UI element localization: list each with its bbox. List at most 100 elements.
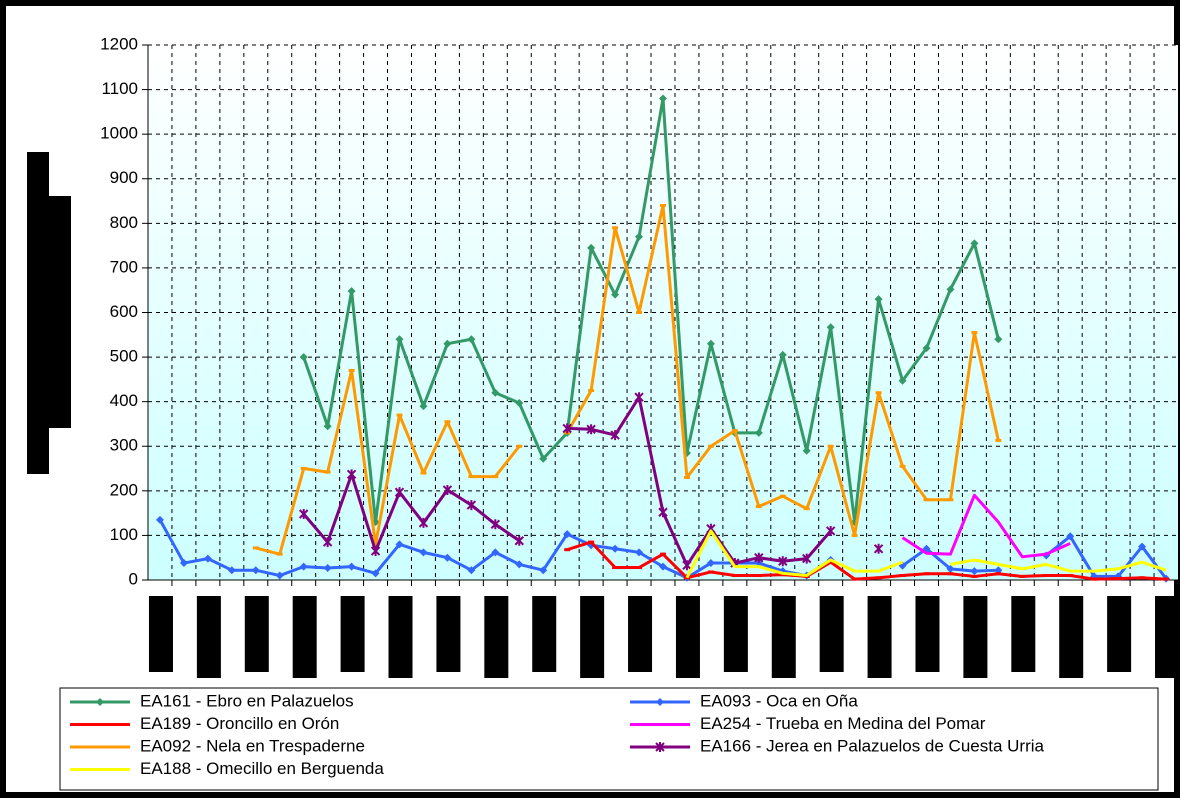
marker	[851, 577, 858, 581]
marker	[731, 574, 738, 578]
marker	[442, 484, 453, 495]
marker	[755, 574, 762, 578]
redacted-label	[1059, 596, 1084, 678]
redacted-label	[196, 596, 221, 678]
marker	[947, 572, 954, 576]
marker	[395, 335, 404, 344]
marker	[946, 564, 955, 573]
marker	[1163, 577, 1170, 581]
marker	[300, 467, 307, 471]
marker	[660, 204, 666, 207]
marker	[994, 566, 1003, 575]
marker	[418, 517, 429, 528]
marker	[97, 723, 103, 726]
marker	[155, 515, 164, 524]
legend-label: EA189 - Oroncillo en Orón	[140, 714, 339, 733]
redacted-label	[244, 596, 269, 672]
marker	[1115, 577, 1122, 581]
redacted-label	[1155, 596, 1180, 678]
redacted-label	[1107, 596, 1132, 672]
marker	[612, 226, 619, 230]
marker	[516, 444, 523, 448]
marker	[659, 562, 667, 571]
y-tick-label: 600	[110, 302, 138, 321]
marker	[347, 562, 356, 571]
marker	[370, 546, 381, 557]
marker	[395, 540, 404, 549]
marker	[971, 574, 978, 578]
marker	[946, 285, 955, 294]
marker	[778, 556, 788, 567]
marker	[227, 566, 236, 575]
marker	[1091, 577, 1098, 581]
marker	[635, 548, 644, 557]
redacted-label	[580, 596, 605, 678]
marker	[826, 323, 835, 332]
marker	[1067, 574, 1074, 578]
marker	[588, 540, 595, 544]
marker	[802, 446, 811, 455]
marker	[466, 500, 477, 511]
marker	[706, 339, 715, 348]
marker	[899, 574, 906, 578]
marker	[251, 566, 260, 575]
redacted-label	[1011, 596, 1036, 672]
marker	[611, 544, 620, 553]
marker	[491, 388, 500, 397]
marker	[682, 560, 692, 571]
redacted-label	[388, 596, 413, 678]
legend-label: EA093 - Oca en Oña	[700, 691, 858, 710]
marker	[779, 494, 786, 498]
marker	[898, 376, 907, 385]
marker	[683, 475, 690, 479]
legend-label: EA161 - Ebro en Palazuelos	[140, 691, 354, 710]
marker	[444, 420, 451, 424]
marker	[659, 94, 667, 103]
marker	[875, 391, 882, 395]
redacted-label	[436, 596, 461, 672]
marker	[323, 563, 332, 572]
marker	[923, 498, 930, 502]
marker	[322, 537, 333, 548]
marker	[420, 471, 427, 475]
marker	[394, 487, 405, 498]
redacted-label	[963, 596, 988, 678]
marker	[443, 339, 452, 348]
marker	[1138, 542, 1147, 551]
marker	[1139, 576, 1146, 580]
marker	[658, 507, 668, 518]
marker	[754, 428, 763, 437]
marker	[873, 543, 884, 554]
marker	[1019, 574, 1026, 578]
marker	[515, 560, 524, 569]
marker	[875, 576, 882, 580]
redacted	[49, 196, 71, 428]
marker	[754, 552, 764, 563]
redacted-label	[292, 596, 317, 678]
series-line	[901, 493, 1071, 559]
marker	[634, 392, 644, 403]
y-tick-label: 1200	[100, 34, 138, 53]
marker	[707, 570, 714, 574]
marker	[515, 399, 524, 408]
marker	[324, 470, 331, 474]
y-tick-label: 800	[110, 213, 138, 232]
marker	[923, 572, 930, 576]
marker	[922, 344, 931, 353]
legend-label: EA254 - Trueba en Medina del Pomar	[700, 714, 986, 733]
marker	[491, 548, 500, 557]
marker	[971, 331, 978, 335]
marker	[827, 444, 834, 448]
marker	[372, 542, 379, 546]
legend-label: EA166 - Jerea en Palazuelos de Cuesta Ur…	[700, 736, 1045, 755]
marker	[731, 429, 738, 433]
marker	[299, 353, 308, 362]
marker	[276, 552, 283, 556]
redacted-label	[819, 596, 844, 672]
y-tick-label: 700	[110, 257, 138, 276]
marker	[707, 444, 714, 448]
marker	[755, 504, 762, 508]
y-tick-label: 200	[110, 480, 138, 499]
marker	[660, 552, 666, 556]
